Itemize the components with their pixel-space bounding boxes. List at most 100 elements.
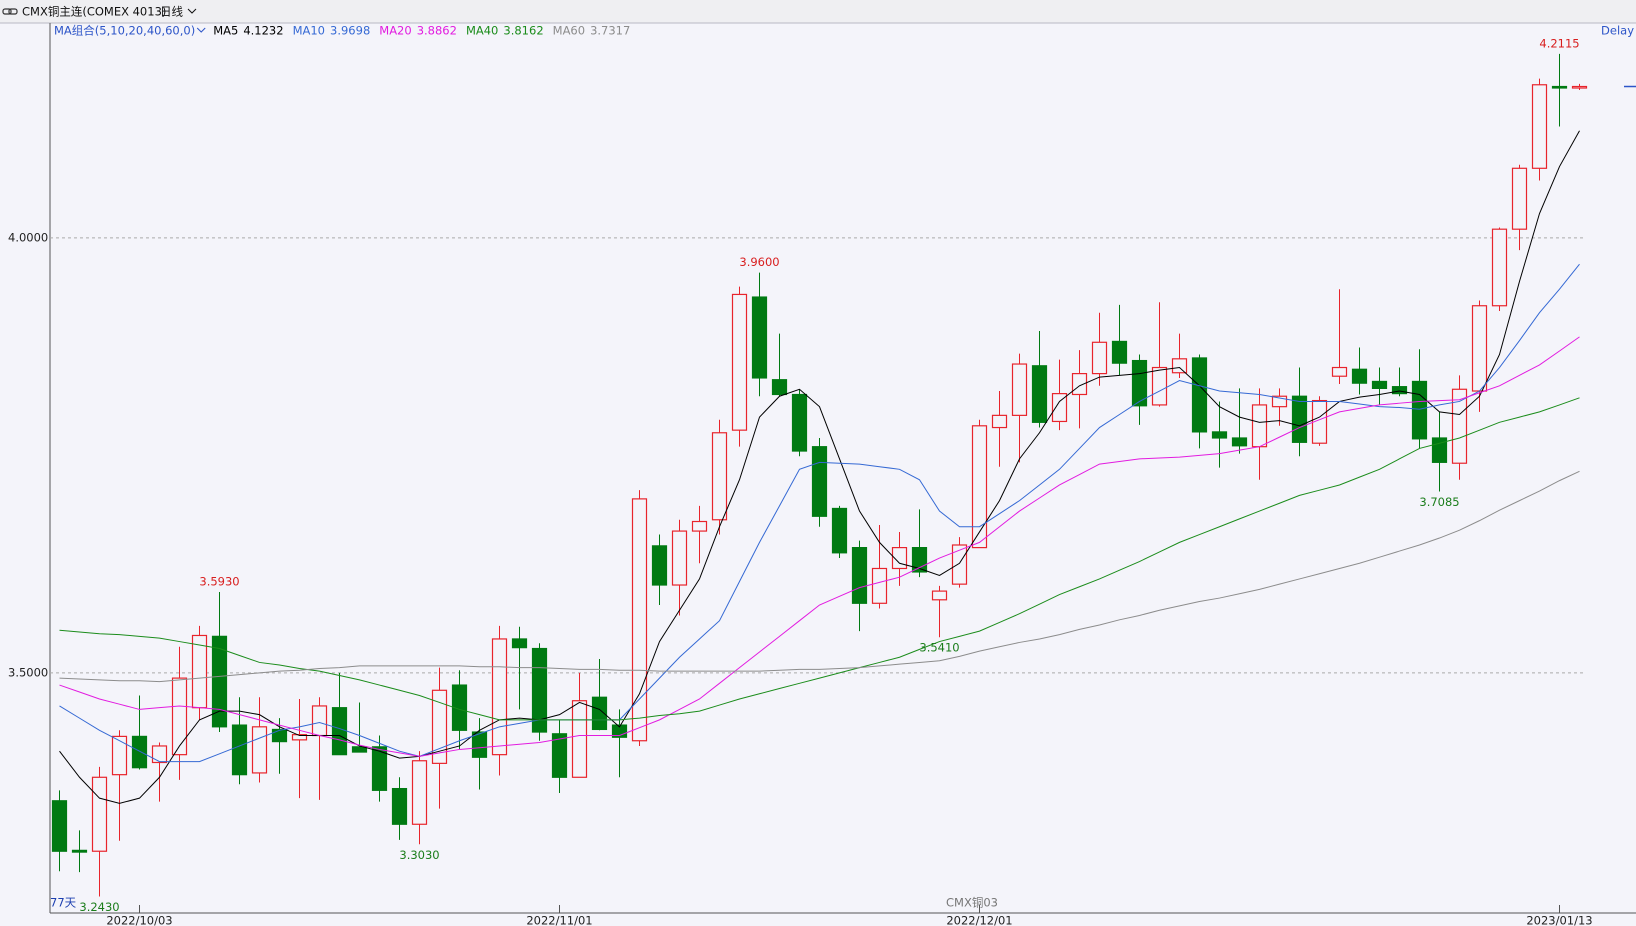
period-chevron[interactable] [187, 8, 197, 14]
candle-body [1191, 357, 1208, 433]
legend-name: MA5 [213, 24, 238, 38]
candle-body [1071, 373, 1088, 396]
extreme-label: 3.5930 [199, 574, 239, 588]
candle-body [1091, 341, 1108, 375]
candle-body [1471, 305, 1488, 392]
candle-body [1151, 366, 1168, 406]
candle-body [891, 547, 908, 570]
extreme-label: 3.3030 [399, 848, 439, 862]
candle-body [451, 684, 468, 731]
candle-body [551, 733, 568, 778]
candle-body [991, 414, 1008, 429]
candle-body [511, 638, 528, 649]
indicator-selector[interactable]: MA组合(5,10,20,40,60,0) [54, 24, 195, 38]
legend-name: MA40 [466, 24, 498, 38]
candle-body [411, 760, 428, 825]
candle-body [491, 638, 508, 756]
ma-line [59, 336, 1580, 757]
y-tick-label: 3.5000 [8, 665, 48, 679]
candle-body [1511, 167, 1528, 230]
candle-body [731, 293, 748, 431]
candle-body [111, 735, 128, 776]
period-selector[interactable]: 日线 [160, 5, 183, 19]
candle-body [211, 635, 228, 728]
legend-name: MA10 [293, 24, 325, 38]
extreme-label: 3.2430 [79, 900, 119, 914]
ma-line [59, 470, 1580, 683]
extreme-label: 3.9600 [739, 255, 779, 269]
candle-body [1331, 366, 1348, 377]
candle-body [1271, 395, 1288, 408]
legend-value: 3.8162 [503, 24, 543, 38]
ma-line [59, 397, 1580, 721]
candle-body [1011, 363, 1028, 416]
legend-value: 3.8862 [417, 24, 457, 38]
candle-body [51, 800, 68, 852]
ma-line [59, 263, 1580, 763]
candle-body [1551, 85, 1568, 89]
legend-name: MA60 [553, 24, 585, 38]
candle-body [1051, 393, 1068, 423]
x-tick-label: 2022/10/03 [106, 914, 172, 926]
indicator-chevron[interactable] [196, 27, 206, 33]
legend-value: 3.9698 [330, 24, 370, 38]
x-tick-label: 2022/12/01 [946, 914, 1012, 926]
link-icon [2, 8, 18, 15]
ma-line [59, 130, 1580, 804]
candle-body [1391, 386, 1408, 395]
candle-body [251, 726, 268, 774]
candle-body [791, 393, 808, 452]
y-tick-label: 4.0000 [8, 230, 48, 244]
candle-body [331, 707, 348, 756]
candle-body [571, 700, 588, 778]
candle-body [1311, 399, 1328, 444]
candle-body [1171, 358, 1188, 374]
candle-body [131, 735, 148, 769]
candle-body [1371, 380, 1388, 389]
candle-body [171, 677, 188, 756]
candle-body [351, 746, 368, 753]
x-tick-label: 2022/11/01 [526, 914, 592, 926]
candle-body [951, 544, 968, 585]
candle-body [471, 731, 488, 758]
candle-body [1491, 228, 1508, 307]
candle-body [151, 745, 168, 764]
candle-body [431, 689, 448, 764]
candle-body [691, 520, 708, 532]
candle-body [291, 734, 308, 741]
legend-value: 3.7317 [590, 24, 630, 38]
candle-body [1211, 431, 1228, 439]
candle-body [771, 379, 788, 396]
candle-body [1351, 368, 1368, 384]
candle-body [71, 849, 88, 853]
candle-body [391, 787, 408, 825]
candle-body [531, 647, 548, 733]
status: Delay [1601, 24, 1634, 38]
candle-body [651, 545, 668, 586]
candle-body [1451, 388, 1468, 464]
candle-body [811, 446, 828, 517]
candle-body [1031, 365, 1048, 423]
extreme-label: 4.2115 [1539, 36, 1579, 50]
candle-body [1111, 340, 1128, 364]
extreme-label: 3.7085 [1419, 495, 1459, 509]
candle-body [1131, 359, 1148, 407]
footer-label: CMX铜03 [946, 896, 998, 910]
candle-body [671, 530, 688, 586]
legend-value: 4.1232 [243, 24, 283, 38]
candle-body [231, 724, 248, 776]
x-tick-label: 2023/01/13 [1526, 914, 1592, 926]
candle-body [831, 507, 848, 554]
candle-body [591, 696, 608, 731]
candle-body [91, 776, 108, 852]
candle-body [271, 728, 288, 743]
candle-body [1251, 404, 1268, 448]
candle-body [931, 590, 948, 601]
candle-body [1571, 85, 1588, 89]
candle-body [1231, 437, 1248, 447]
candle-body [871, 567, 888, 604]
legend-name: MA20 [379, 24, 411, 38]
candle-body [711, 432, 728, 521]
